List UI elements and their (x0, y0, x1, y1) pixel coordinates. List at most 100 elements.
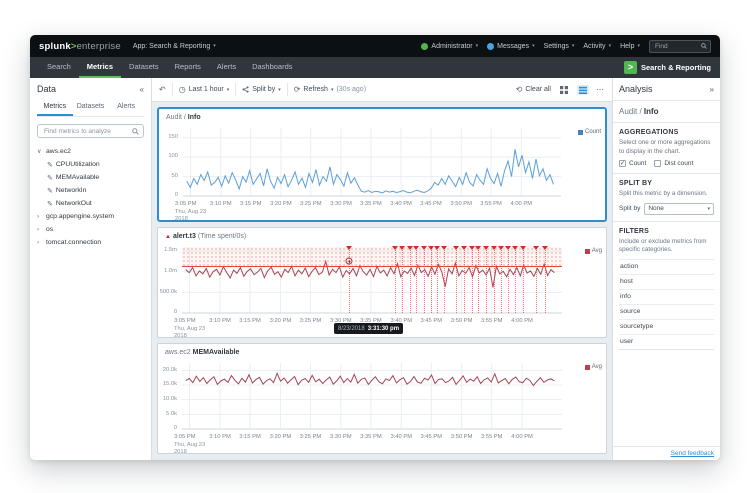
metrics-searchbox[interactable] (37, 124, 144, 138)
alert-triangle-icon[interactable] (441, 246, 448, 250)
nav-tab-metrics[interactable]: Metrics (78, 57, 122, 78)
find-input[interactable] (653, 41, 698, 51)
app-menu[interactable]: App: Search & Reporting ▾ (133, 43, 216, 50)
nav-tab-reports[interactable]: Reports (174, 62, 201, 71)
x-axis-label: 3:55 PM (480, 201, 502, 207)
data-tab-datasets[interactable]: Datasets (76, 103, 105, 110)
time-range-label: Last 1 hour (188, 86, 224, 93)
alert-triangle-icon[interactable] (533, 246, 540, 250)
x-axis-label: 3:10 PM (209, 318, 231, 324)
grid-view-button[interactable] (558, 85, 570, 95)
alert-triangle-icon[interactable] (460, 246, 467, 250)
chart-title-prefix: Audit / (166, 114, 188, 121)
filter-item-sourcetype[interactable]: sourcetype (619, 318, 714, 334)
alert-triangle-icon[interactable] (452, 246, 459, 250)
refresh-button[interactable]: ⟳ Refresh ▾ (30s ago) (294, 85, 366, 94)
nav-tab-search[interactable]: Search (47, 62, 71, 71)
alert-triangle-icon[interactable] (491, 246, 498, 250)
undo-icon[interactable]: ↶ (159, 85, 166, 94)
x-axis-label: 3:45 PM (420, 201, 442, 207)
alert-triangle-icon[interactable] (427, 246, 434, 250)
analysis-panel: Analysis » Audit / Info AGGREGATIONS Sel… (612, 78, 720, 460)
alert-triangle-icon[interactable] (475, 246, 482, 250)
data-tab-metrics[interactable]: Metrics (37, 100, 73, 116)
send-feedback-link[interactable]: Send feedback (670, 450, 714, 457)
alert-triangle-icon[interactable] (421, 246, 428, 250)
app-badge[interactable]: > Search & Reporting (623, 57, 711, 78)
split-by-button[interactable]: Split by ▾ (242, 86, 281, 93)
divider (613, 100, 720, 101)
tree-group-gcp-appengine-system[interactable]: › gcp.appengine.system (37, 210, 144, 223)
filter-item-info[interactable]: info (619, 288, 714, 304)
alert-triangle-icon[interactable] (468, 246, 475, 250)
find-searchbox[interactable] (649, 39, 711, 53)
checkbox-unchecked-icon[interactable] (654, 160, 662, 167)
aggregation-option-count[interactable]: ✓ Count (619, 160, 646, 167)
data-tab-alerts[interactable]: Alerts (117, 103, 136, 110)
x-axis-sublabel: Thu, Aug 23 (173, 325, 206, 332)
list-view-button[interactable] (577, 84, 589, 95)
time-range-picker[interactable]: ◷ Last 1 hour ▾ (179, 85, 230, 94)
alert-triangle-icon[interactable] (542, 246, 549, 250)
tree-group-tomcat-connection[interactable]: › tomcat.connection (37, 236, 144, 249)
y-axis-label: 1.5m (164, 247, 177, 254)
collapse-panel-icon[interactable]: « (139, 84, 144, 94)
center-column: ↶ ◷ Last 1 hour ▾ Split by ▾ ⟳ Refresh (152, 78, 612, 460)
filter-item-host[interactable]: host (619, 273, 714, 289)
filter-item-user[interactable]: user (619, 333, 714, 350)
alert-triangle-icon[interactable] (398, 246, 405, 250)
tree-metric-cpuutilization[interactable]: ✎ CPUUtilization (37, 158, 144, 171)
help-menu[interactable]: Help ▾ (620, 43, 640, 50)
alert-triangle-icon[interactable] (504, 246, 511, 250)
alert-triangle-icon[interactable] (407, 246, 413, 250)
alert-triangle-icon[interactable] (498, 246, 505, 250)
alert-triangle-icon[interactable] (346, 246, 353, 250)
selected-metric: Audit / Info (619, 107, 714, 116)
chart-panel-aws-ec2-memavailable[interactable]: aws.ec2 MEMAvailable 0 5.0k 10.0k 15.0k 20.0k… (157, 343, 607, 455)
filter-item-action[interactable]: action (619, 258, 714, 274)
tree-metric-networkout[interactable]: ✎ NetworkOut (37, 197, 144, 210)
user-menu-label: Administrator (431, 42, 473, 50)
y-axis-label: 1.0m (164, 267, 177, 274)
alert-triangle-icon[interactable] (413, 246, 420, 250)
user-menu[interactable]: Administrator ▾ (421, 42, 478, 50)
nav-tab-datasets[interactable]: Datasets (129, 62, 159, 71)
tree-group-os[interactable]: › os (37, 223, 144, 236)
grid-view-icon (560, 85, 568, 94)
tree-group-aws-ec2[interactable]: ∨ aws.ec2 (37, 145, 144, 158)
chart-panel-alert-t3[interactable]: ▲ alert.t3 (Time spent/0s) 0 500.0k 1.0m 1.5m… (157, 227, 607, 339)
tree-metric-memavailable[interactable]: ✎ MEMAvailable (37, 171, 144, 184)
alert-triangle-icon[interactable] (519, 246, 526, 250)
tree-metric-networkin[interactable]: ✎ NetworkIn (37, 184, 144, 197)
split-by-select[interactable]: None ▾ (644, 202, 714, 215)
more-options-icon[interactable]: ⋯ (596, 85, 605, 94)
alert-triangle-icon[interactable] (391, 246, 398, 250)
aggregation-option-dist-count[interactable]: Dist count (654, 160, 693, 167)
checkbox-checked-icon[interactable]: ✓ (619, 160, 626, 167)
x-axis-label: 3:20 PM (269, 434, 292, 440)
data-panel-header: Data « (37, 84, 144, 94)
splunk-logo: splunk>enterprise (39, 41, 121, 52)
x-axis-sublabel: Thu, Aug 23 (173, 441, 206, 448)
analysis-header: Analysis » (619, 84, 714, 94)
expand-panel-icon[interactable]: » (709, 84, 714, 94)
y-axis-label: 10.0k (162, 395, 177, 402)
metrics-search-input[interactable] (42, 126, 129, 136)
activity-menu[interactable]: Activity ▾ (583, 43, 611, 50)
clear-all-button[interactable]: ⟲ Clear all (516, 85, 551, 94)
filter-item-source[interactable]: source (619, 303, 714, 319)
tree-item-label: aws.ec2 (46, 148, 71, 155)
chart-panel-audit-info[interactable]: Audit / Info 0 50 100 150 Count 3:05 PM Thu, Au… (157, 107, 607, 222)
x-axis-sublabel: 2018 (174, 216, 188, 223)
alert-triangle-icon[interactable] (483, 246, 489, 250)
nav-tab-dashboards[interactable]: Dashboards (252, 62, 293, 71)
nav-tab-alerts[interactable]: Alerts (216, 62, 237, 71)
toolbar-separator (171, 83, 173, 96)
messages-menu[interactable]: Messages ▾ (487, 42, 535, 50)
settings-menu[interactable]: Settings ▾ (544, 43, 575, 50)
data-panel-title: Data (37, 84, 57, 94)
chart-title-suffix: (Time spent/0s) (195, 233, 247, 240)
alert-triangle-icon[interactable] (512, 246, 519, 250)
alert-triangle-icon[interactable] (434, 246, 441, 250)
